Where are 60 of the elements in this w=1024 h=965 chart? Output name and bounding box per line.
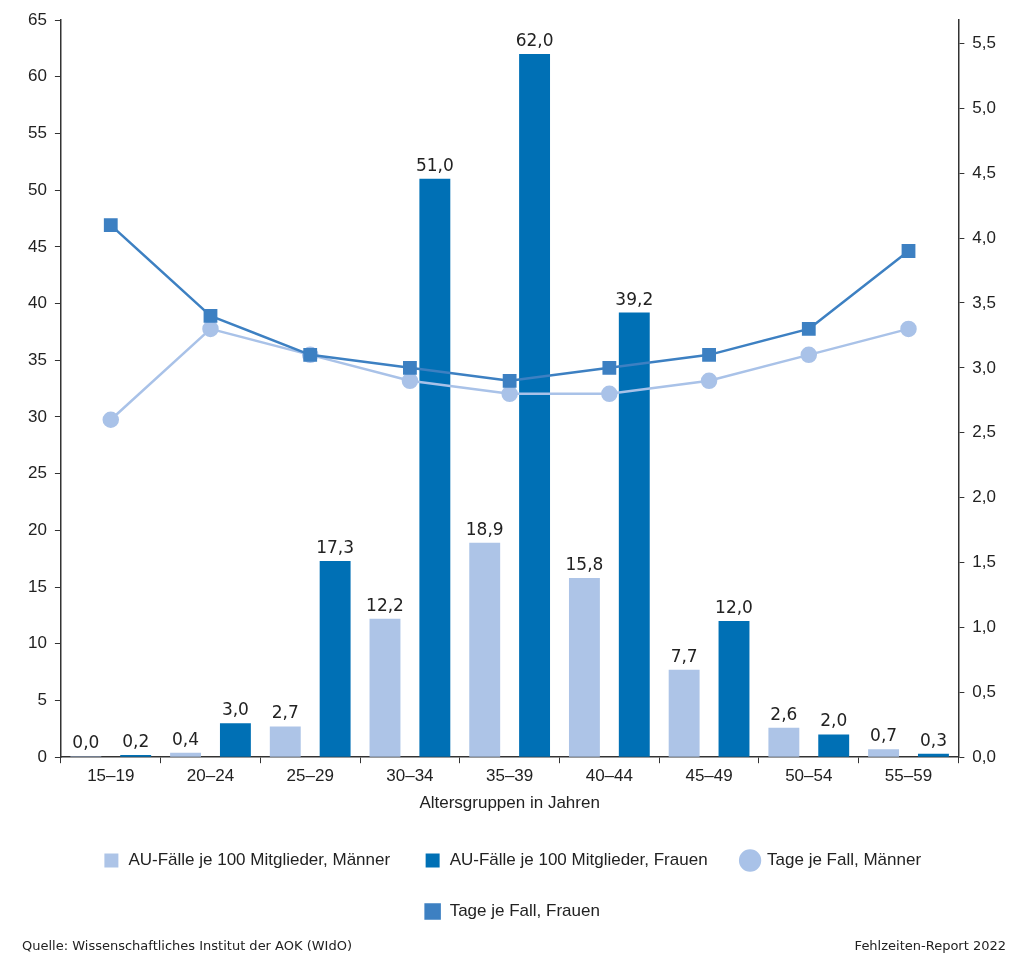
y-tick-label: 40 [27,293,47,313]
y2-tick-label: 2,5 [972,422,997,442]
y-tick-label: 15 [27,576,47,596]
y2-tick-label: 0,0 [972,746,997,766]
data-label: 0,4 [172,728,200,749]
y2-tick-label: 3,0 [972,357,997,377]
x-tick-label: 40–44 [585,766,633,786]
x-tick-label: 20–24 [186,766,235,786]
y-tick-label: 5 [37,690,47,710]
data-label: 0,2 [122,730,150,751]
y-tick-label: 10 [27,633,47,653]
y-tick-label: 25 [27,463,47,483]
data-label: 2,0 [820,710,848,731]
y2-tick-label: 2,0 [972,487,997,507]
x-axis-title: Altersgruppen in Jahren [419,793,600,813]
data-label: 2,6 [770,703,798,724]
x-tick-label: 25–29 [286,766,334,786]
y-tick-label: 65 [27,9,47,29]
legend-label: Tage je Fall, Frauen [449,901,600,921]
data-label: 0,3 [919,729,947,750]
y2-tick-label: 4,5 [972,162,997,182]
data-label: 15,8 [565,553,604,574]
x-tick-label: 15–19 [87,766,135,786]
y-tick-label: 20 [27,520,47,540]
data-label: 7,7 [670,645,698,666]
y-tick-label: 45 [27,236,47,256]
x-tick-label: 35–39 [486,766,534,786]
source-note: Quelle: Wissenschaftliches Institut der AOK (WIdO) [22,938,352,953]
y-tick-label: 0 [37,746,47,766]
y-tick-label: 30 [27,406,47,426]
y-tick-label: 35 [27,349,47,369]
data-label: 3,0 [221,699,249,720]
y2-tick-label: 1,5 [972,552,997,572]
y2-tick-label: 0,5 [972,681,997,701]
y-tick-label: 55 [27,123,47,143]
data-label: 0,0 [72,732,100,753]
legend-label: AU-Fälle je 100 Mitglieder, Frauen [449,850,708,870]
y2-tick-label: 3,5 [972,292,997,312]
y-tick-label: 50 [27,179,47,199]
x-tick-label: 30–34 [386,766,434,786]
x-tick-label: 50–54 [785,766,833,786]
x-tick-label: 45–49 [685,766,733,786]
y2-tick-label: 5,0 [972,97,997,117]
text: Fehlzeiten-Report 2022 [854,938,1006,953]
x-tick-label: 55–59 [884,766,933,786]
data-label: 2,7 [271,702,299,723]
data-label: 51,0 [415,154,454,175]
data-label: 18,9 [465,518,504,539]
legend-label: AU-Fälle je 100 Mitglieder, Männer [128,850,391,870]
data-label: 17,3 [316,536,355,557]
legend-label: Tage je Fall, Männer [767,850,922,870]
y2-tick-label: 5,5 [972,33,997,53]
data-label: 62,0 [515,29,554,50]
y-tick-label: 60 [27,66,47,86]
data-label: 39,2 [615,288,654,309]
data-label: 12,0 [715,597,753,618]
data-label: 0,7 [870,725,898,746]
y2-tick-label: 4,0 [972,227,997,247]
data-label: 12,2 [366,594,404,615]
y2-tick-label: 1,0 [972,617,997,637]
